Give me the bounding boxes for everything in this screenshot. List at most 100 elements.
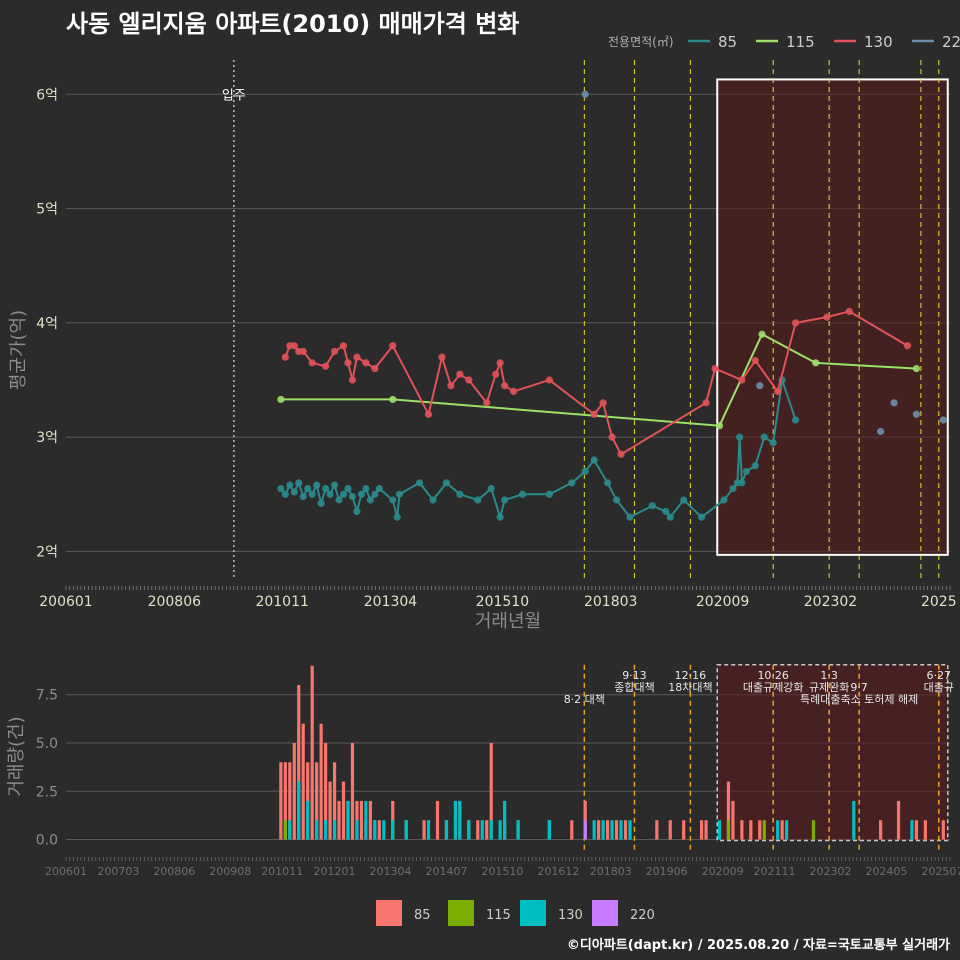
policy-label: 9·13	[622, 669, 647, 682]
policy-label: 10·26	[757, 669, 789, 682]
data-point-130	[590, 410, 598, 418]
bar-130	[324, 820, 328, 840]
x-tick-label: 201510	[476, 594, 529, 610]
data-point-130	[353, 353, 361, 361]
data-point-130	[617, 450, 625, 458]
x-tick-label: 201407	[425, 865, 467, 878]
bar-130	[910, 820, 914, 840]
bar-130	[547, 820, 552, 840]
bar-130	[592, 820, 596, 840]
data-point-85	[738, 479, 746, 487]
bar-85	[328, 781, 332, 840]
data-point-85	[736, 433, 744, 441]
bar-130	[516, 820, 520, 840]
data-point-85	[339, 490, 348, 498]
bar-130	[315, 820, 319, 840]
bar-85	[288, 762, 292, 840]
series-line-85	[280, 379, 797, 521]
data-point-85	[612, 496, 621, 504]
bar-85	[279, 762, 283, 840]
x-tick-label: 201011	[255, 594, 308, 610]
data-point-85	[518, 490, 527, 498]
data-point-130	[322, 362, 330, 370]
y-tick-label: 5.0	[36, 736, 58, 752]
data-point-85	[648, 502, 656, 510]
bar-130	[480, 820, 484, 840]
bar-130	[332, 820, 337, 840]
data-point-130	[496, 359, 504, 367]
data-point-85	[395, 490, 404, 498]
data-point-85	[751, 462, 759, 470]
x-tick-label: 2025	[921, 594, 957, 610]
data-point-130	[599, 399, 607, 407]
x-tick-label: 200601	[45, 865, 87, 878]
data-point-130	[751, 356, 759, 365]
bar-85	[726, 781, 731, 840]
y-tick-label: 2억	[36, 544, 58, 560]
bar-85	[682, 820, 686, 840]
data-point-85	[353, 507, 361, 516]
bar-85	[896, 800, 901, 840]
bar-85	[605, 820, 610, 840]
bar-130	[503, 800, 507, 840]
data-point-115	[912, 364, 921, 373]
bar-130	[628, 820, 632, 840]
bar-115	[762, 820, 766, 840]
data-point-85	[366, 496, 374, 504]
data-point-130	[371, 364, 379, 373]
bar-85	[283, 762, 287, 840]
policy-label: 1·3	[820, 669, 838, 682]
data-point-85	[487, 484, 495, 493]
data-point-130	[299, 347, 307, 356]
bar-85	[315, 762, 319, 840]
data-point-85	[357, 490, 366, 498]
data-point-85	[568, 479, 576, 487]
y-tick-label: 0.0	[36, 833, 58, 849]
data-point-130	[711, 364, 719, 373]
bar-85	[740, 820, 744, 840]
chart-title: 사동 엘리지움 아파트(2010) 매매가격 변화	[66, 10, 520, 38]
volume-bar-chart: 0.0 2.5 5.0 7.5 거래량(건) 200601 200703 200806 2009…	[6, 664, 960, 878]
bar-85	[704, 820, 708, 840]
data-point-85	[286, 481, 294, 489]
bar-130	[382, 820, 386, 840]
bar-85	[324, 742, 328, 840]
data-point-130	[290, 342, 298, 350]
data-point-130	[308, 359, 316, 367]
policy-label: 8·2 대책	[564, 693, 605, 706]
data-point-85	[429, 496, 437, 504]
y-tick-label: 2.5	[36, 784, 58, 800]
bar-130	[297, 781, 301, 840]
data-point-85	[456, 490, 464, 498]
bar-85	[758, 820, 762, 840]
legend-label-115: 115	[786, 33, 815, 51]
data-point-85	[680, 496, 688, 504]
x-tick-label: 202111	[754, 865, 796, 878]
policy-label: 9·7	[850, 681, 868, 694]
data-point-85	[666, 513, 674, 521]
bar-85	[749, 820, 753, 840]
data-point-115	[715, 422, 724, 430]
bar-130	[453, 800, 458, 840]
source-credit: ©디아파트(dapt.kr) / 2025.08.20 / 자료=국토교통부 실…	[566, 938, 950, 953]
recent-period-highlight	[716, 664, 949, 842]
bar-130	[785, 820, 789, 840]
data-point-85	[697, 513, 706, 521]
bar-85	[368, 800, 372, 840]
data-point-130	[348, 376, 357, 384]
legend-label-130: 130	[864, 33, 893, 51]
data-point-85	[295, 479, 303, 487]
x-tick-label: 201011	[261, 865, 303, 878]
x-tick-label: 202009	[702, 865, 744, 878]
data-point-85	[416, 479, 424, 487]
bar-130	[717, 820, 722, 840]
data-point-130	[483, 399, 491, 407]
bar-115	[283, 820, 287, 840]
data-point-85	[545, 490, 554, 498]
data-point-85	[389, 496, 397, 504]
data-point-85	[442, 479, 451, 487]
data-point-130	[501, 382, 509, 390]
data-point-130	[456, 370, 464, 378]
y-axis-title: 평균가(억)	[8, 310, 29, 390]
policy-label: 종합대책	[614, 681, 654, 694]
